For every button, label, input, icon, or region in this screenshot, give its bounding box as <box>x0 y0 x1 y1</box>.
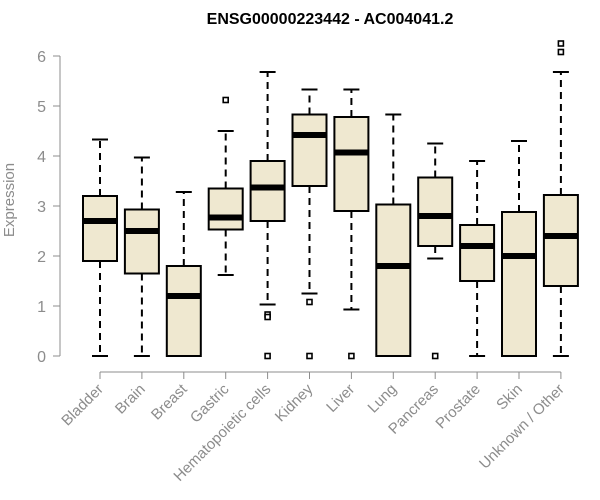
outlier-point <box>431 352 439 360</box>
outlier-point <box>264 313 271 321</box>
box-breast <box>165 191 202 357</box>
box-unknown-other <box>542 40 579 357</box>
outlier-point <box>348 352 355 360</box>
y-tick-label: 6 <box>37 49 46 66</box>
x-tick-label: Breast <box>148 380 191 423</box>
iqr-box <box>165 265 202 357</box>
iqr-box <box>375 203 412 357</box>
x-tick-label: Lung <box>365 381 401 417</box>
y-axis-label: Expression <box>1 163 18 237</box>
iqr-box <box>291 113 328 187</box>
outlier-point <box>222 96 229 104</box>
box-liver <box>333 88 370 360</box>
iqr-box <box>501 211 537 357</box>
iqr-box <box>542 194 579 287</box>
y-tick-label: 4 <box>37 149 46 166</box>
box-lung <box>375 113 412 357</box>
iqr-box <box>82 195 118 262</box>
box-skin <box>501 140 537 357</box>
y-tick-label: 2 <box>37 249 46 266</box>
box-pancreas <box>417 142 454 360</box>
box-brain <box>123 156 160 357</box>
outlier-point <box>557 40 565 47</box>
y-axis: 0 1 2 3 4 5 6 <box>37 49 61 366</box>
y-tick-label: 0 <box>37 349 46 366</box>
box-hematopoietic-cells <box>249 71 286 360</box>
iqr-box <box>207 187 244 231</box>
outlier-point <box>264 352 271 360</box>
box-prostate <box>459 160 496 357</box>
y-tick-label: 5 <box>37 99 46 116</box>
iqr-box <box>123 208 160 275</box>
iqr-box <box>417 176 454 247</box>
x-tick-label: Prostate <box>432 381 484 433</box>
iqr-box <box>249 160 286 222</box>
iqr-box <box>333 116 370 212</box>
box-gastric <box>207 96 244 276</box>
x-tick-label: Kidney <box>272 380 317 425</box>
x-tick-label: Brain <box>112 381 149 418</box>
y-tick-label: 3 <box>37 199 46 216</box>
outlier-point <box>306 298 313 306</box>
outlier-point <box>557 48 565 56</box>
x-tick-label: Skin <box>493 381 526 414</box>
outlier-point <box>306 352 313 360</box>
box-kidney <box>291 88 328 360</box>
x-tick-label: Liver <box>323 381 358 416</box>
chart-title: ENSG00000223442 - AC004041.2 <box>207 11 454 28</box>
box-bladder <box>82 138 118 357</box>
x-tick-label: Bladder <box>58 381 107 430</box>
boxes-group <box>82 40 579 360</box>
iqr-box <box>459 224 496 282</box>
y-tick-label: 1 <box>37 299 46 316</box>
